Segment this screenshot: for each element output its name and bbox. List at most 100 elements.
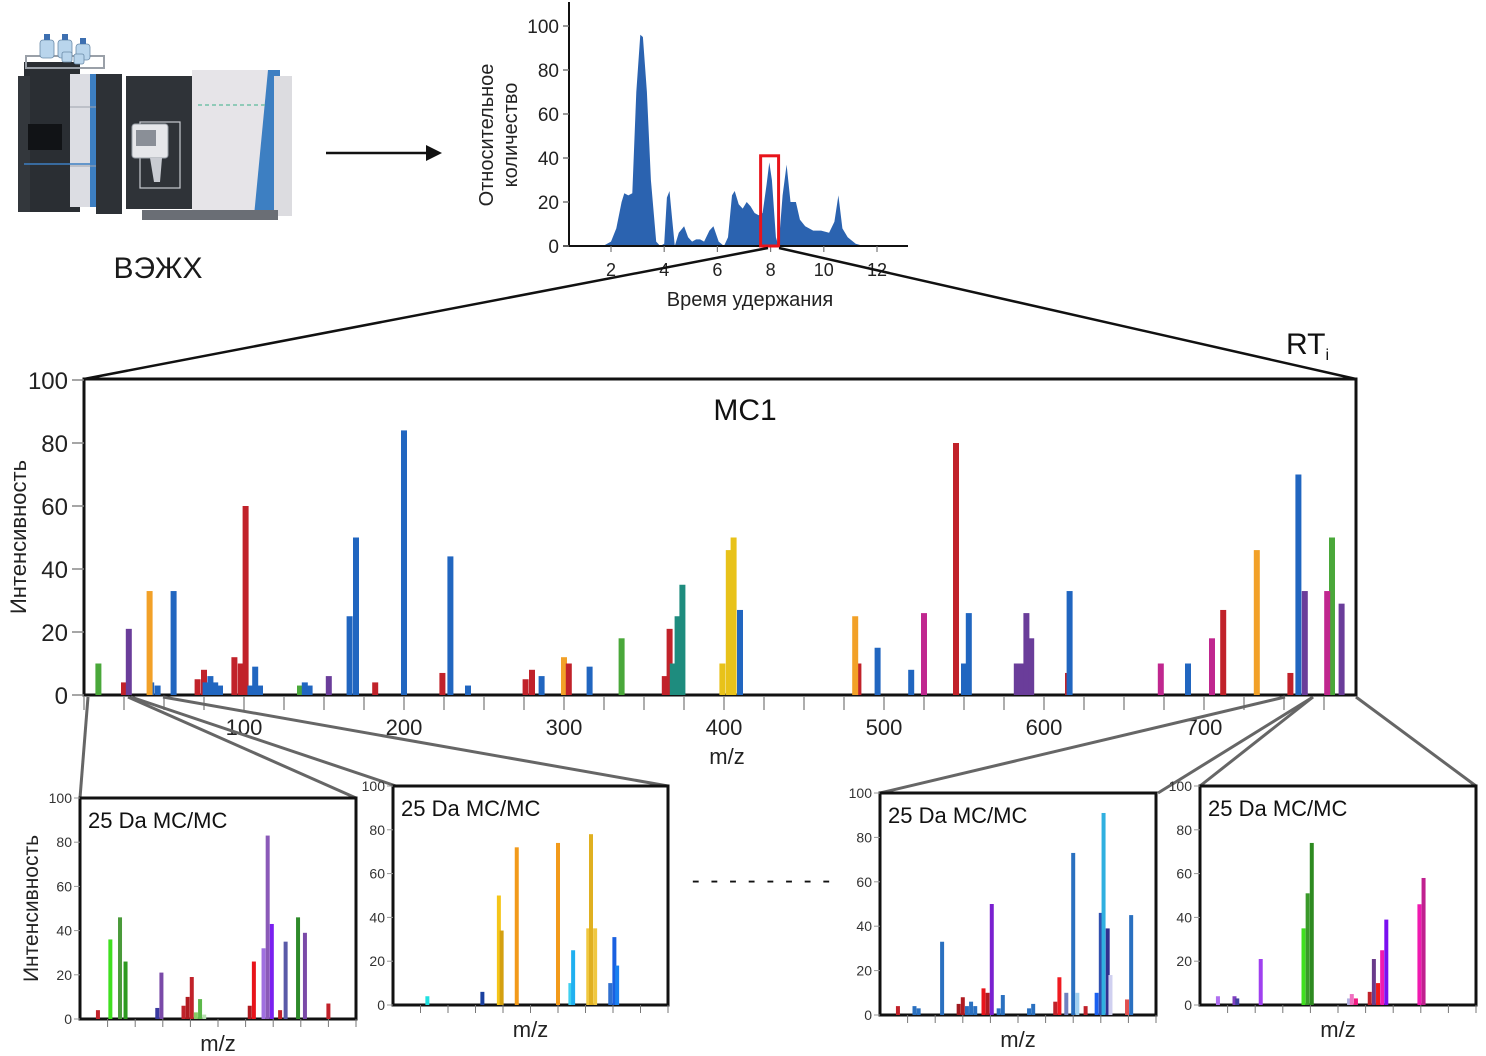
- ms1-peak-orange[interactable]: [146, 591, 153, 695]
- ms1-peak-magenta[interactable]: [921, 613, 927, 695]
- ms1-peak-blue[interactable]: [465, 685, 471, 695]
- msms-peak[interactable]: [1347, 998, 1352, 1005]
- msms-peak[interactable]: [159, 972, 164, 1019]
- msms-peak[interactable]: [496, 895, 501, 1006]
- msms-peak[interactable]: [1094, 992, 1099, 1015]
- msms-peak[interactable]: [425, 996, 430, 1005]
- msms-peak[interactable]: [964, 1006, 969, 1015]
- ms1-peak-red[interactable]: [242, 506, 249, 695]
- msms-peak[interactable]: [895, 1006, 900, 1015]
- msms-peak[interactable]: [612, 937, 617, 1005]
- msms-peak[interactable]: [981, 988, 986, 1015]
- msms-peak[interactable]: [283, 941, 288, 1019]
- ms1-peak-blue[interactable]: [252, 666, 259, 695]
- msms-peak[interactable]: [155, 1007, 160, 1019]
- ms1-peak-blue[interactable]: [737, 609, 743, 695]
- ms1-peak-blue[interactable]: [447, 556, 454, 695]
- ms1-peak-blue[interactable]: [207, 676, 214, 695]
- ms1-peak-magenta[interactable]: [1209, 638, 1215, 695]
- ms1-peak-blue[interactable]: [346, 616, 353, 695]
- msms-peak[interactable]: [985, 992, 990, 1015]
- ms1-peak-yellow[interactable]: [725, 550, 732, 695]
- msms-peak[interactable]: [1101, 812, 1106, 1015]
- msms-peak[interactable]: [198, 999, 203, 1019]
- ms1-peak-purple[interactable]: [1301, 591, 1308, 695]
- msms-peak[interactable]: [1105, 928, 1110, 1015]
- msms-peak[interactable]: [265, 835, 270, 1019]
- msms-peak[interactable]: [326, 1003, 331, 1019]
- msms-peak[interactable]: [118, 917, 123, 1019]
- ms1-peak-red[interactable]: [529, 669, 535, 695]
- ms1-peak-orange[interactable]: [1253, 550, 1260, 695]
- ms1-peak-red[interactable]: [1287, 672, 1294, 695]
- ms1-peak-purple[interactable]: [1018, 663, 1025, 696]
- ms1-peak-green[interactable]: [618, 638, 625, 695]
- msms-peak[interactable]: [593, 928, 598, 1005]
- msms-peak[interactable]: [261, 948, 266, 1019]
- msms-peak[interactable]: [1027, 1008, 1032, 1015]
- ms1-peak-magenta[interactable]: [1157, 663, 1164, 696]
- ms1-peak-blue[interactable]: [961, 663, 967, 696]
- msms-peak[interactable]: [185, 996, 190, 1019]
- ms1-peak-blue[interactable]: [538, 676, 545, 695]
- ms1-peak-red-2[interactable]: [565, 663, 572, 696]
- ms1-peak-green[interactable]: [1329, 537, 1335, 696]
- msms-peak[interactable]: [1301, 928, 1306, 1005]
- msms-peak[interactable]: [1376, 983, 1381, 1005]
- ms1-peak-blue[interactable]: [217, 685, 223, 695]
- msms-peak[interactable]: [586, 928, 591, 1005]
- msms-peak[interactable]: [956, 1003, 961, 1015]
- ms1-peak-teal[interactable]: [669, 663, 676, 696]
- ms1-peak-red[interactable]: [661, 676, 668, 695]
- msms-peak[interactable]: [1031, 1003, 1036, 1015]
- ms1-peak-orange[interactable]: [852, 616, 859, 695]
- ms1-peak-blue[interactable]: [965, 613, 972, 695]
- ms1-peak-blue[interactable]: [247, 685, 254, 695]
- msms-peak[interactable]: [1129, 915, 1134, 1015]
- ms1-peak-blue[interactable]: [1295, 474, 1302, 696]
- msms-peak[interactable]: [1125, 999, 1130, 1015]
- ms1-peak-orange[interactable]: [561, 657, 567, 695]
- msms-peak[interactable]: [189, 977, 194, 1019]
- msms-peak[interactable]: [278, 1010, 283, 1019]
- ms1-peak-purple[interactable]: [1013, 663, 1020, 696]
- msms-peak[interactable]: [916, 1008, 921, 1015]
- ms1-peak-purple[interactable]: [1023, 613, 1030, 695]
- msms-peak[interactable]: [960, 997, 965, 1015]
- msms-peak[interactable]: [1417, 904, 1422, 1005]
- ms1-peak-red[interactable]: [666, 628, 673, 695]
- msms-peak[interactable]: [1053, 1001, 1058, 1015]
- msms-peak[interactable]: [989, 904, 994, 1015]
- msms-peak[interactable]: [1232, 996, 1237, 1005]
- ms1-peak-red[interactable]: [237, 663, 244, 696]
- msms-peak[interactable]: [973, 1006, 978, 1015]
- ms1-peak-red[interactable]: [439, 672, 446, 695]
- ms1-peak-green[interactable]: [297, 685, 303, 695]
- ms1-peak-magenta[interactable]: [1324, 591, 1331, 695]
- ms1-peak-blue[interactable]: [908, 669, 915, 695]
- msms-peak[interactable]: [912, 1006, 917, 1015]
- msms-peak[interactable]: [1349, 994, 1354, 1005]
- msms-peak[interactable]: [181, 1005, 186, 1019]
- msms-peak[interactable]: [123, 961, 128, 1019]
- msms-peak[interactable]: [1353, 998, 1358, 1005]
- ms1-peak-blue[interactable]: [353, 537, 359, 696]
- ms1-peak-red[interactable]: [194, 679, 201, 695]
- ms1-peak-teal[interactable]: [674, 616, 681, 695]
- ms1-peak-purple[interactable]: [1028, 638, 1035, 695]
- msms-peak[interactable]: [514, 847, 519, 1005]
- ms1-peak-blue[interactable]: [1185, 663, 1191, 696]
- msms-peak[interactable]: [1057, 977, 1062, 1015]
- ms1-peak-yellow[interactable]: [730, 537, 737, 696]
- msms-peak[interactable]: [1421, 877, 1426, 1005]
- ms1-peak-red[interactable]: [231, 657, 238, 695]
- ms1-peak-blue[interactable]: [1066, 591, 1073, 695]
- ms1-peak-blue[interactable]: [257, 685, 263, 695]
- ms1-peak-blue[interactable]: [874, 647, 881, 695]
- msms-peak[interactable]: [1305, 893, 1310, 1005]
- ms1-peak-green[interactable]: [95, 663, 102, 696]
- ms1-peak-teal[interactable]: [679, 584, 686, 695]
- ms1-peak-red[interactable]: [1220, 609, 1227, 695]
- ms1-peak-blue[interactable]: [212, 682, 219, 695]
- msms-peak[interactable]: [1000, 995, 1005, 1015]
